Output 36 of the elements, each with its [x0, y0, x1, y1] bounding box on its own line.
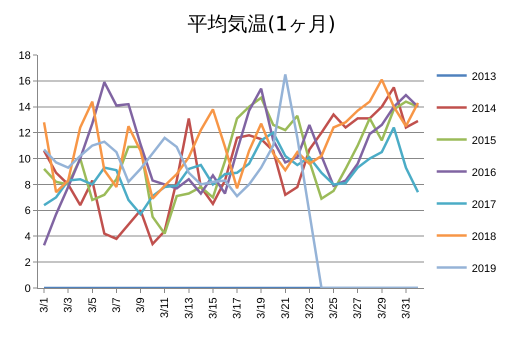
x-tick-label: 3/5 — [86, 297, 99, 313]
legend-label: 2015 — [472, 134, 496, 147]
legend-label: 2016 — [472, 166, 496, 179]
x-tick-label: 3/29 — [376, 297, 388, 319]
x-tick-label: 3/25 — [328, 297, 340, 319]
y-tick-label: 10 — [18, 153, 31, 166]
x-tick-label: 3/21 — [280, 297, 292, 319]
x-tick-label: 3/3 — [62, 297, 75, 313]
x-tick-label: 3/19 — [256, 297, 268, 319]
legend-label: 2014 — [472, 102, 496, 115]
x-tick-label: 3/7 — [110, 297, 123, 313]
x-tick-label: 3/13 — [183, 297, 196, 319]
y-tick-label: 18 — [18, 50, 31, 62]
y-tick-label: 0 — [24, 282, 31, 295]
legend-label: 2018 — [472, 230, 496, 243]
y-tick-label: 2 — [24, 256, 31, 269]
x-tick-label: 3/23 — [304, 297, 316, 319]
y-tick-label: 12 — [18, 128, 31, 140]
x-tick-label: 3/17 — [232, 297, 244, 319]
x-tick-label: 3/1 — [38, 297, 51, 313]
y-tick-label: 6 — [24, 205, 31, 218]
legend-label: 2019 — [472, 262, 496, 275]
line-series — [42, 78, 420, 200]
x-tick-label: 3/9 — [135, 297, 148, 313]
x-tick-label: 3/15 — [207, 297, 220, 319]
legend-label: 2013 — [472, 70, 496, 83]
y-tick-label: 14 — [18, 102, 31, 114]
x-tick-label: 3/27 — [352, 297, 364, 319]
y-tick-label: 8 — [24, 179, 31, 192]
y-tick-label: 16 — [18, 76, 31, 88]
legend-label: 2017 — [472, 198, 496, 211]
x-tick-label: 3/11 — [159, 297, 172, 318]
x-tick-label: 3/31 — [400, 297, 412, 319]
line-series — [42, 73, 420, 288]
chart-title: 平均気温(1ヶ月) — [187, 12, 336, 36]
y-tick-label: 4 — [24, 231, 31, 244]
